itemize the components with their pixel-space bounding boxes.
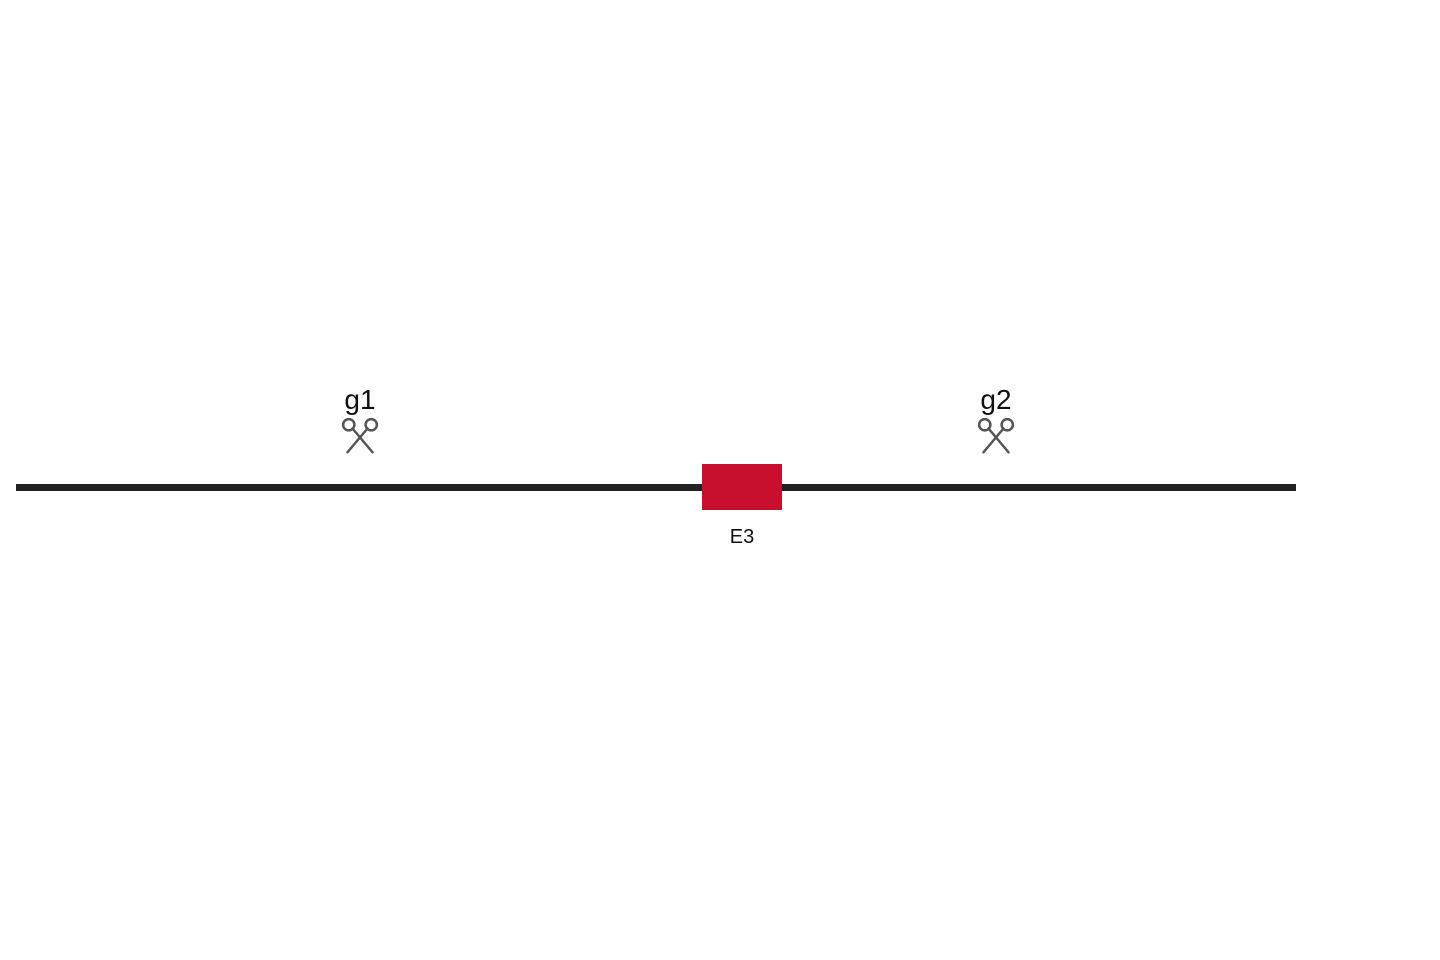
cut-site-label-g2: g2 [980,384,1011,416]
exon-label: E3 [730,526,754,549]
exon-box [702,464,782,510]
cut-site-label-g1: g1 [344,384,375,416]
genome-line [16,484,1296,491]
scissors-icon [340,416,380,456]
scissors-icon [976,416,1016,456]
gene-diagram: E3 g1 g2 [0,0,1440,960]
